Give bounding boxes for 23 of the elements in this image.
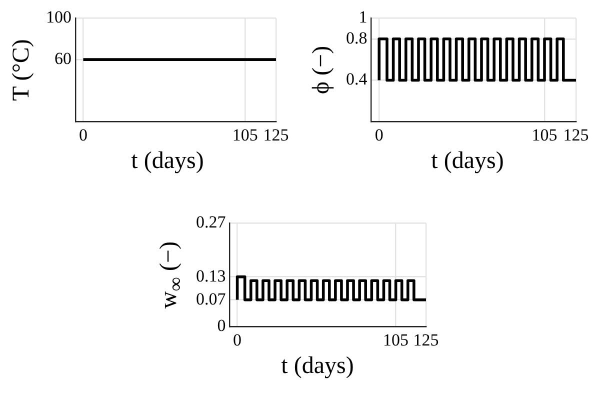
x-tick-label: 125: [263, 125, 289, 144]
x-axis-title: t (days): [430, 148, 505, 175]
y-axis-title: T (°C): [8, 39, 36, 101]
y-tick-label: 0: [217, 316, 226, 336]
x-tick-label: 105: [232, 125, 258, 144]
x-tick-label: 125: [563, 125, 589, 144]
x-tick-label: 105: [383, 330, 409, 350]
y-tick-label: 0.07: [196, 289, 226, 308]
x-axis-title: t (days): [130, 148, 205, 175]
x-tick-label: 105: [532, 125, 558, 144]
y-tick-label: 100: [46, 8, 72, 27]
y-tick-label: 1: [358, 8, 368, 27]
x-tick-label: 125: [413, 330, 439, 350]
y-tick-label: 0.8: [346, 28, 368, 48]
y-tick-label: 0.13: [196, 266, 226, 286]
x-tick-label: 0: [374, 125, 384, 144]
y-axis-title: ϕ (−): [308, 46, 336, 94]
x-axis-title: t (days): [280, 353, 355, 380]
y-tick-label: 60: [54, 49, 72, 68]
x-tick-label: 0: [233, 330, 242, 350]
x-tick-label: 0: [78, 125, 88, 144]
y-tick-label: 0.27: [196, 212, 226, 232]
y-tick-label: 0.4: [346, 70, 368, 89]
